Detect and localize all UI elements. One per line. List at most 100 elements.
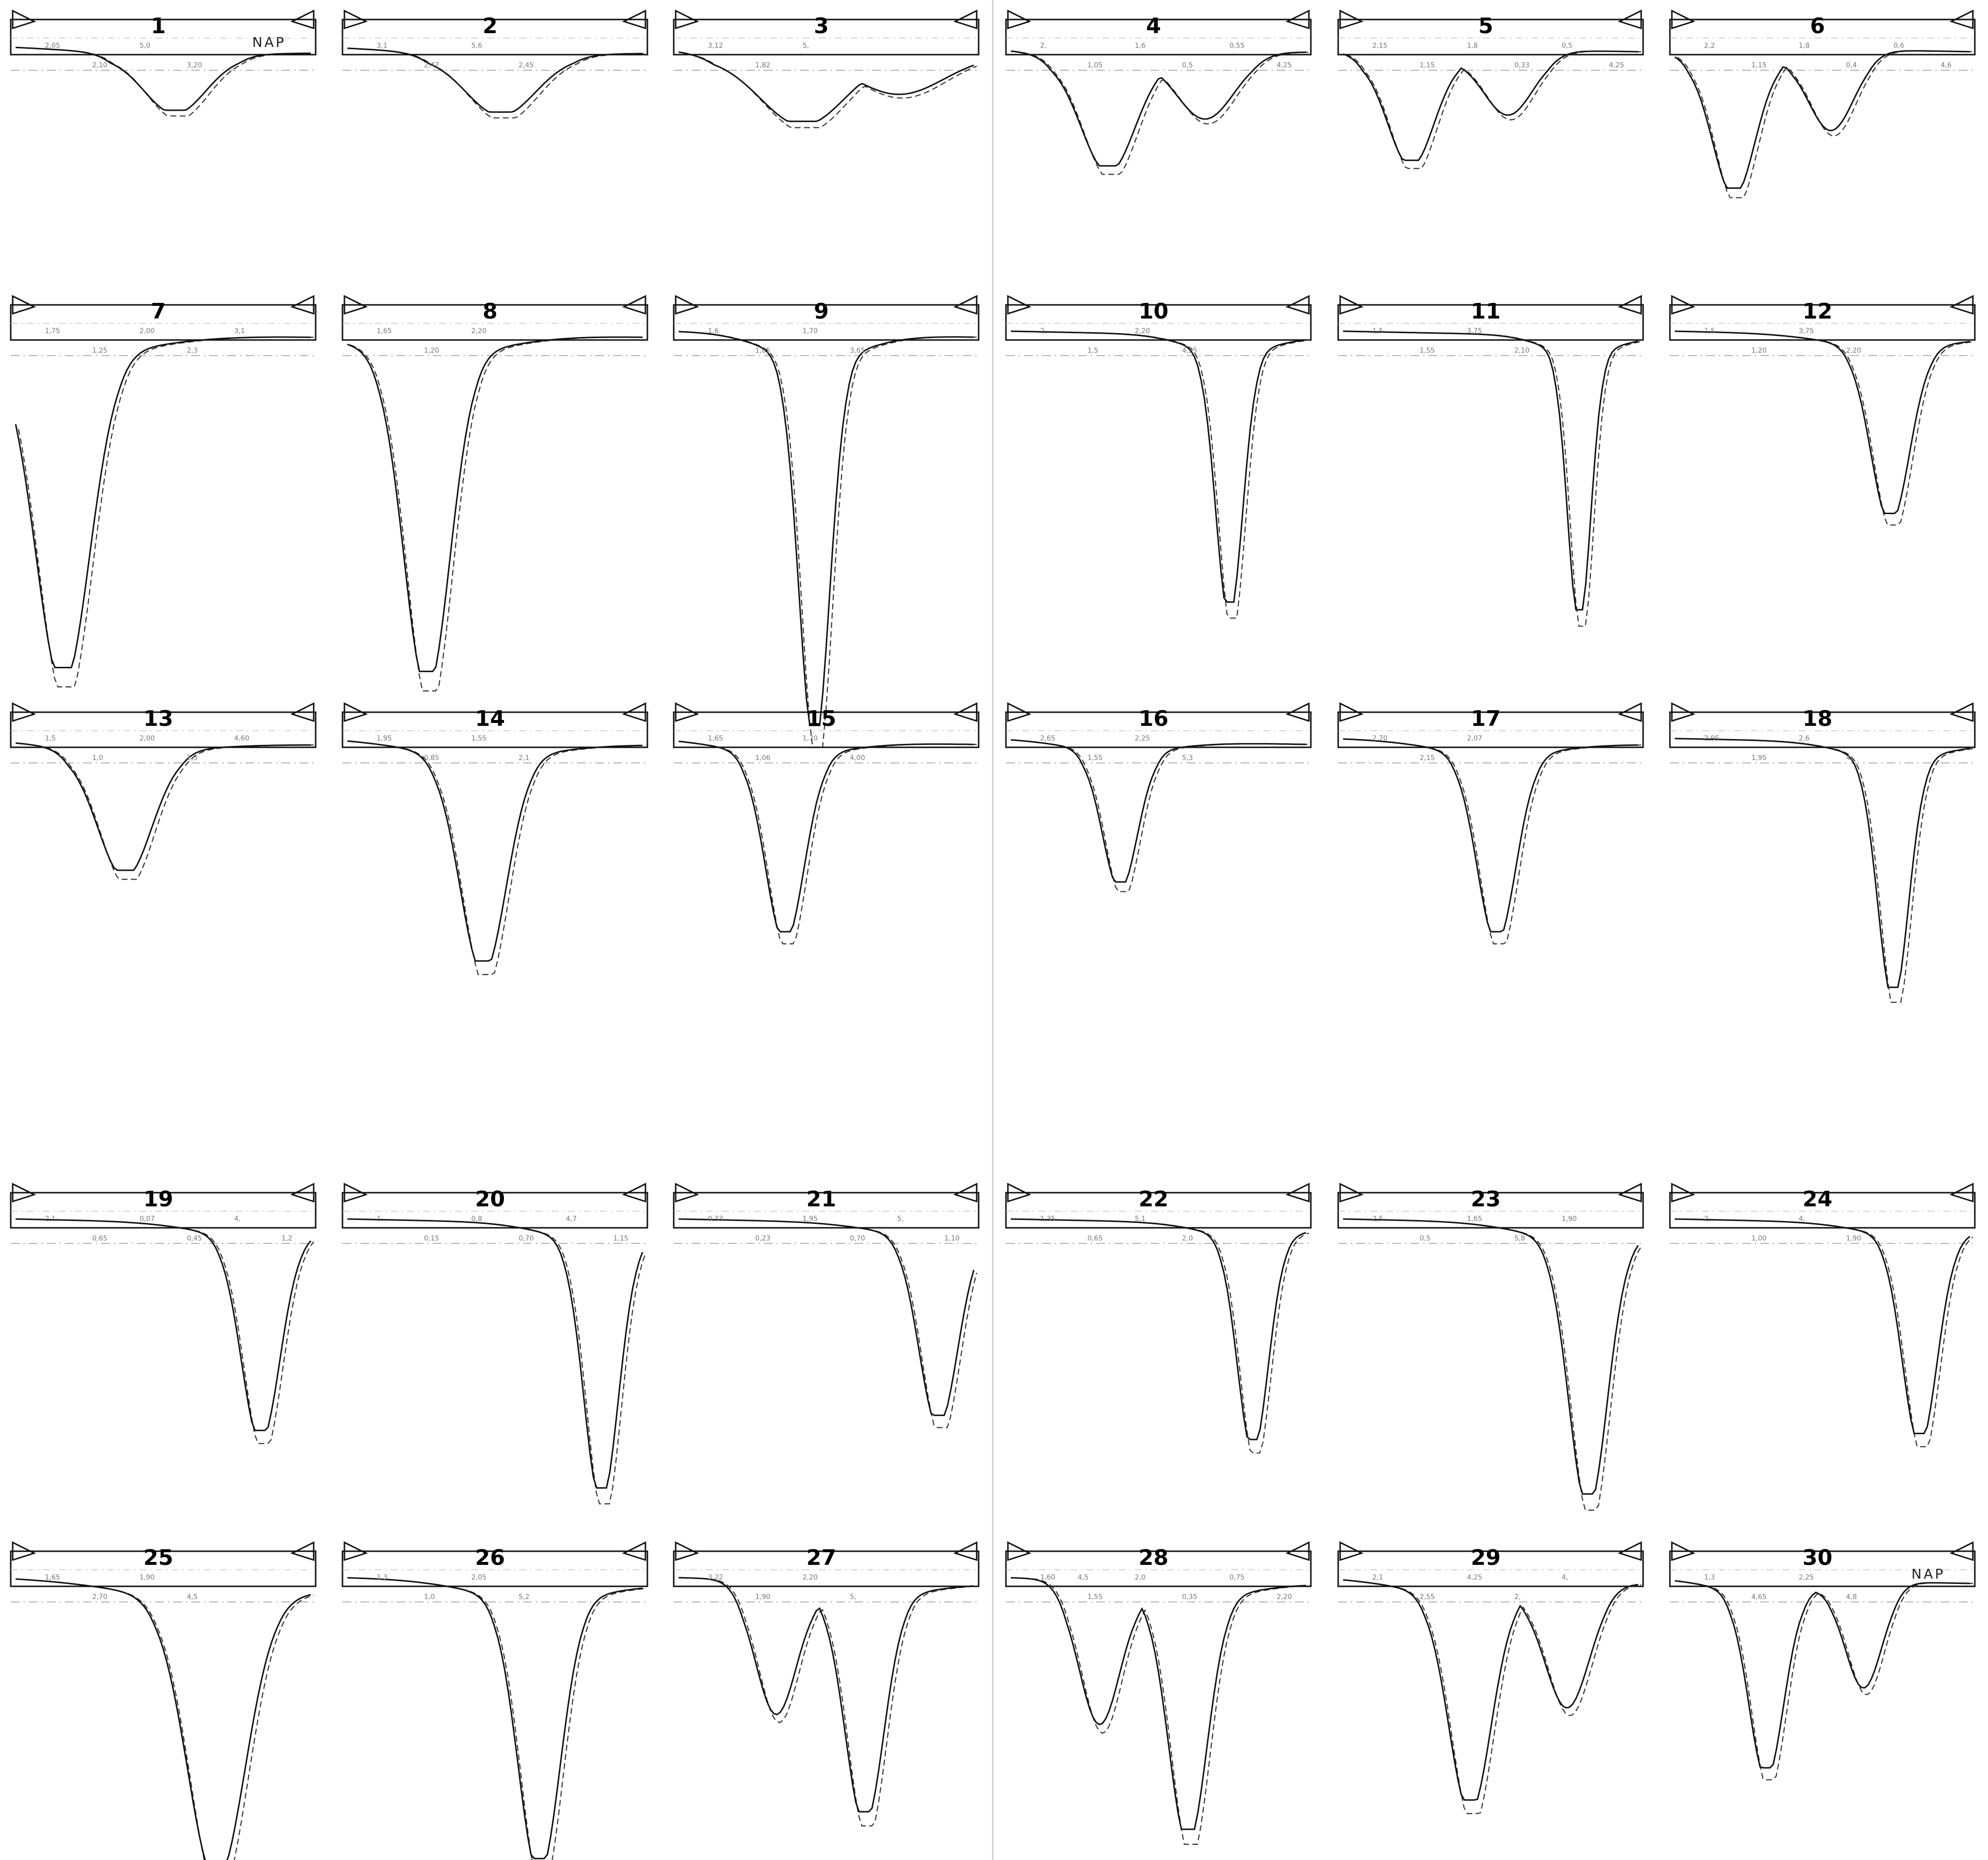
- previous-profile-curve: [1013, 1577, 1309, 1845]
- dimension-label: 5,8: [1514, 1235, 1525, 1242]
- dimension-label: 5,: [897, 1215, 904, 1223]
- dimension-label: 1,20: [1751, 347, 1767, 355]
- section-frame: [1669, 19, 1976, 56]
- dimension-label: 2,25: [1799, 1574, 1814, 1581]
- dimension-label: 4,25: [1467, 1574, 1482, 1581]
- dimension-label: 2,: [1040, 327, 1046, 335]
- dimension-label: 4,25: [1277, 61, 1292, 69]
- right-flag-icon: [1285, 295, 1310, 315]
- measured-profile-curve: [1010, 330, 1306, 603]
- section-frame: [10, 1550, 317, 1587]
- profile-number: 5: [1478, 14, 1493, 39]
- right-flag-icon: [953, 702, 978, 722]
- dimension-label: 4,60: [234, 735, 249, 742]
- profile-panel-15: 15 1,65 1,06 1,70 4,00: [673, 702, 980, 944]
- dimension-label: 3,1: [377, 42, 387, 50]
- dimension-label: 2,25: [1135, 735, 1150, 742]
- measured-profile-curve: [678, 51, 974, 122]
- right-flag-icon: [622, 9, 646, 30]
- section-frame: [10, 304, 317, 341]
- measured-profile-curve: [1343, 50, 1639, 161]
- profile-number: 14: [475, 706, 505, 731]
- dimension-label: 1,3: [1704, 1574, 1715, 1581]
- dimension-label: 2,47: [424, 61, 439, 69]
- dimension-label: 2,20: [1277, 1593, 1292, 1601]
- profile-number: 28: [1139, 1545, 1168, 1570]
- profile-number: 12: [1803, 299, 1832, 324]
- dimension-label: 1,82: [755, 61, 770, 69]
- dimension-label: 2,3: [187, 754, 198, 762]
- dimension-label: 1,0: [92, 754, 103, 762]
- right-flag-icon: [953, 1182, 978, 1203]
- previous-profile-curve: [681, 52, 977, 128]
- measured-profile-curve: [678, 1218, 975, 1416]
- left-flag-icon: [1007, 702, 1031, 722]
- profile-panel-21: 21 0,33 0,23 1,95 0,70 5, 1,10: [673, 1182, 980, 1428]
- section-frame: [341, 711, 648, 748]
- dimension-label: 2,: [1514, 1593, 1521, 1601]
- dimension-label: 2,05: [45, 42, 60, 50]
- measured-profile-curve: [1674, 330, 1970, 514]
- profile-panel-22: 22 1,35 0,65 5,1 2,0: [1005, 1182, 1312, 1454]
- dimension-label: 1,8: [1467, 42, 1478, 50]
- right-flag-icon: [622, 702, 646, 722]
- section-frame: [673, 711, 980, 748]
- measured-profile-curve: [15, 46, 311, 111]
- dimension-label: 1,70: [803, 327, 818, 335]
- dimension-label: 2,20: [1846, 347, 1861, 355]
- profile-number: 19: [143, 1187, 173, 1212]
- dimension-label: 1,3: [377, 1574, 387, 1581]
- dimension-label: 1,6: [708, 327, 719, 335]
- dimension-label: 4,7: [566, 1215, 577, 1223]
- left-flag-icon: [675, 702, 699, 722]
- left-flag-icon: [1339, 295, 1364, 315]
- left-flag-icon: [1007, 1541, 1031, 1561]
- dimension-label: 2,00: [140, 735, 155, 742]
- measured-profile-curve: [1343, 330, 1639, 611]
- profile-number: 18: [1803, 706, 1832, 731]
- dimension-label: 4,00: [850, 754, 865, 762]
- dimension-label: 1,95: [377, 735, 392, 742]
- profile-number: 23: [1471, 1187, 1501, 1212]
- dimension-label: 1,5: [1704, 327, 1715, 335]
- dimension-label: 3,75: [1799, 327, 1814, 335]
- dimension-label: 2,10: [92, 61, 107, 69]
- dimension-label: 1,05: [755, 347, 770, 355]
- dimension-label: 2,1: [45, 1215, 56, 1223]
- profile-number: 26: [475, 1545, 505, 1570]
- dimension-label: 1,10: [944, 1235, 960, 1242]
- dimension-label: 1,0: [424, 1593, 435, 1601]
- right-flag-icon: [290, 1182, 315, 1203]
- measured-profile-curve: [15, 1578, 311, 1860]
- dimension-label: 1,15: [1420, 61, 1435, 69]
- section-frame: [1337, 711, 1644, 748]
- dimension-label: 1,20: [424, 347, 439, 355]
- measured-profile-curve: [678, 331, 974, 726]
- right-flag-icon: [1618, 9, 1642, 30]
- dimension-label: 2,70: [92, 1593, 107, 1601]
- right-flag-icon: [1949, 1182, 1974, 1203]
- dimension-label: 2,1: [1372, 1574, 1383, 1581]
- profile-panel-13: 13 1,5 1,0 2,00 2,3 4,60: [10, 702, 317, 880]
- right-flag-icon: [290, 702, 315, 722]
- dimension-label: 0,55: [1229, 42, 1245, 50]
- section-frame: [10, 711, 317, 748]
- left-flag-icon: [1671, 1182, 1695, 1203]
- profile-number: 10: [1139, 299, 1168, 324]
- right-flag-icon: [290, 295, 315, 315]
- profile-number: 2: [482, 14, 498, 39]
- section-frame: [341, 1192, 648, 1229]
- profile-panel-18: 18 2,95 1,95 2,6 4,: [1669, 702, 1976, 1003]
- right-flag-icon: [1949, 702, 1974, 722]
- profile-panel-11: 11 1,5 1,55 3,75 2,10: [1337, 295, 1644, 627]
- measured-profile-curve: [1010, 1577, 1306, 1830]
- section-frame: [673, 1550, 980, 1587]
- dimension-label: 2,45: [519, 61, 534, 69]
- measured-profile-curve: [347, 740, 643, 962]
- section-frame: [1005, 19, 1312, 56]
- profile-number: 20: [475, 1187, 505, 1212]
- dimension-label: 4,: [1562, 1574, 1568, 1581]
- profile-number: 6: [1810, 14, 1825, 39]
- dimension-label: 0,65: [1087, 1235, 1103, 1242]
